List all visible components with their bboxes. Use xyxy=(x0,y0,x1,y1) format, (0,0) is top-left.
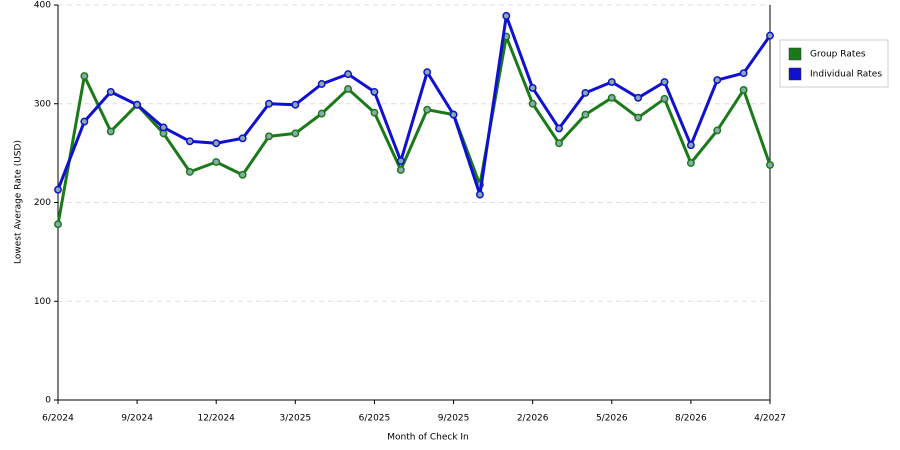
series-line xyxy=(56,14,772,197)
x-tick-label: 12/2024 xyxy=(198,414,236,424)
point xyxy=(475,190,484,199)
point xyxy=(660,78,669,86)
point xyxy=(317,80,326,88)
point xyxy=(265,132,273,141)
point xyxy=(238,134,247,143)
point xyxy=(634,93,643,102)
point xyxy=(106,87,115,96)
point xyxy=(317,109,326,118)
point xyxy=(80,72,89,81)
x-axis-label: Month of Check In xyxy=(387,433,469,443)
point xyxy=(396,165,405,174)
point xyxy=(212,158,221,166)
legend-label: Group Rates xyxy=(810,50,866,60)
point xyxy=(713,126,722,135)
point xyxy=(686,141,695,150)
x-tick-label: 9/2025 xyxy=(438,414,470,424)
x-tick-label: 2/2026 xyxy=(517,414,549,424)
point xyxy=(607,78,616,86)
point xyxy=(54,220,62,229)
point xyxy=(449,110,458,119)
point xyxy=(212,139,221,148)
point xyxy=(660,94,669,103)
point xyxy=(54,185,62,194)
point xyxy=(502,11,511,20)
x-tick-label: 5/2026 xyxy=(596,414,628,424)
point xyxy=(291,100,300,109)
point xyxy=(344,70,353,79)
point xyxy=(106,127,115,136)
point xyxy=(713,76,722,85)
point xyxy=(634,113,643,122)
point xyxy=(581,110,590,119)
point xyxy=(739,69,748,78)
y-tick-label: 100 xyxy=(34,297,51,307)
point xyxy=(528,84,537,92)
legend-swatch xyxy=(788,67,802,81)
point xyxy=(370,108,379,117)
y-tick-label: 300 xyxy=(34,99,51,109)
point xyxy=(238,170,247,179)
point xyxy=(185,137,194,146)
point xyxy=(159,123,168,132)
legend-swatch xyxy=(788,47,802,61)
point xyxy=(344,84,353,93)
point xyxy=(739,85,748,94)
point xyxy=(528,99,537,108)
point xyxy=(423,68,432,77)
y-axis-label: Lowest Average Rate (USD) xyxy=(14,140,24,264)
point xyxy=(370,87,379,96)
point xyxy=(766,31,774,40)
point xyxy=(607,93,616,102)
point xyxy=(555,124,563,133)
point xyxy=(133,100,142,109)
point xyxy=(396,157,405,165)
point xyxy=(766,161,774,169)
x-tick-label: 9/2024 xyxy=(121,414,153,424)
x-tick-label: 6/2024 xyxy=(42,414,74,424)
y-tick-label: 200 xyxy=(34,198,51,208)
y-tick-label: 400 xyxy=(34,1,51,11)
point xyxy=(291,129,300,138)
point xyxy=(686,159,695,167)
x-tick-label: 8/2026 xyxy=(675,414,707,424)
point xyxy=(555,139,563,148)
point xyxy=(423,105,432,114)
point xyxy=(185,167,194,176)
x-tick-label: 3/2025 xyxy=(279,414,311,424)
point xyxy=(581,88,590,97)
x-tick-label: 4/2027 xyxy=(754,414,786,424)
y-tick-label: 0 xyxy=(45,396,51,406)
x-tick-label: 6/2025 xyxy=(359,414,391,424)
point xyxy=(80,117,89,126)
point xyxy=(265,99,273,108)
series-line xyxy=(56,35,772,225)
legend-label: Individual Rates xyxy=(810,70,882,80)
